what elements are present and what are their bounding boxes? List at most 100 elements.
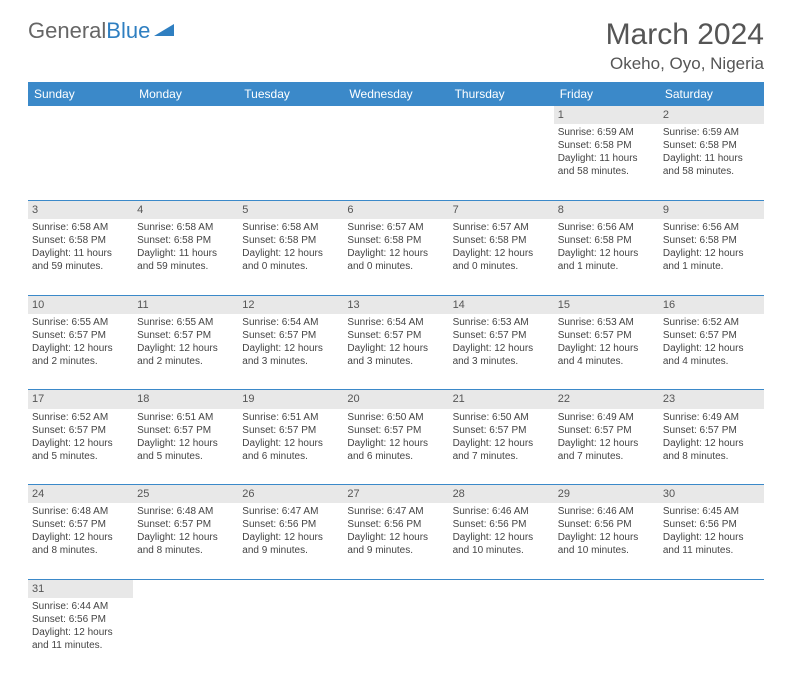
day-number-row: 10111213141516 xyxy=(28,295,764,314)
sunset-line: Sunset: 6:57 PM xyxy=(242,329,339,342)
title-block: March 2024 Okeho, Oyo, Nigeria xyxy=(606,18,764,74)
day-cell: Sunrise: 6:56 AMSunset: 6:58 PMDaylight:… xyxy=(554,219,659,295)
daylight-line: Daylight: 12 hours and 5 minutes. xyxy=(32,437,129,463)
empty-day-cell xyxy=(28,124,133,200)
day-number: 26 xyxy=(238,485,343,504)
sunset-line: Sunset: 6:58 PM xyxy=(347,234,444,247)
sunset-line: Sunset: 6:57 PM xyxy=(347,424,444,437)
sunrise-line: Sunrise: 6:59 AM xyxy=(558,126,655,139)
sunset-line: Sunset: 6:56 PM xyxy=(32,613,129,626)
sunset-line: Sunset: 6:57 PM xyxy=(663,329,760,342)
daylight-line: Daylight: 12 hours and 8 minutes. xyxy=(663,437,760,463)
daylight-line: Daylight: 12 hours and 6 minutes. xyxy=(347,437,444,463)
day-number: 27 xyxy=(343,485,448,504)
month-title: March 2024 xyxy=(606,18,764,52)
sunrise-line: Sunrise: 6:55 AM xyxy=(32,316,129,329)
sunrise-line: Sunrise: 6:53 AM xyxy=(453,316,550,329)
sunset-line: Sunset: 6:57 PM xyxy=(453,329,550,342)
empty-day-number xyxy=(28,106,133,124)
sunrise-line: Sunrise: 6:52 AM xyxy=(32,411,129,424)
sunset-line: Sunset: 6:58 PM xyxy=(663,234,760,247)
day-detail-row: Sunrise: 6:55 AMSunset: 6:57 PMDaylight:… xyxy=(28,314,764,390)
day-number: 7 xyxy=(449,200,554,219)
logo-flag-icon xyxy=(154,22,180,40)
day-cell: Sunrise: 6:58 AMSunset: 6:58 PMDaylight:… xyxy=(28,219,133,295)
day-cell: Sunrise: 6:58 AMSunset: 6:58 PMDaylight:… xyxy=(133,219,238,295)
sunrise-line: Sunrise: 6:54 AM xyxy=(242,316,339,329)
day-cell: Sunrise: 6:53 AMSunset: 6:57 PMDaylight:… xyxy=(449,314,554,390)
day-number: 9 xyxy=(659,200,764,219)
sunset-line: Sunset: 6:57 PM xyxy=(32,424,129,437)
daylight-line: Daylight: 12 hours and 7 minutes. xyxy=(558,437,655,463)
day-cell: Sunrise: 6:47 AMSunset: 6:56 PMDaylight:… xyxy=(238,503,343,579)
empty-day-number xyxy=(133,106,238,124)
daylight-line: Daylight: 12 hours and 4 minutes. xyxy=(663,342,760,368)
sunset-line: Sunset: 6:56 PM xyxy=(453,518,550,531)
daylight-line: Daylight: 11 hours and 58 minutes. xyxy=(558,152,655,178)
day-number: 21 xyxy=(449,390,554,409)
daylight-line: Daylight: 12 hours and 11 minutes. xyxy=(32,626,129,652)
sunrise-line: Sunrise: 6:48 AM xyxy=(32,505,129,518)
daylight-line: Daylight: 12 hours and 11 minutes. xyxy=(663,531,760,557)
daylight-line: Daylight: 12 hours and 8 minutes. xyxy=(32,531,129,557)
daylight-line: Daylight: 11 hours and 58 minutes. xyxy=(663,152,760,178)
day-number: 28 xyxy=(449,485,554,504)
day-number: 13 xyxy=(343,295,448,314)
day-cell: Sunrise: 6:52 AMSunset: 6:57 PMDaylight:… xyxy=(28,409,133,485)
daylight-line: Daylight: 12 hours and 2 minutes. xyxy=(137,342,234,368)
empty-day-number xyxy=(238,579,343,598)
sunset-line: Sunset: 6:56 PM xyxy=(663,518,760,531)
day-detail-row: Sunrise: 6:44 AMSunset: 6:56 PMDaylight:… xyxy=(28,598,764,674)
day-number: 6 xyxy=(343,200,448,219)
daylight-line: Daylight: 12 hours and 7 minutes. xyxy=(453,437,550,463)
day-number-row: 24252627282930 xyxy=(28,485,764,504)
day-number: 11 xyxy=(133,295,238,314)
daylight-line: Daylight: 12 hours and 3 minutes. xyxy=(453,342,550,368)
sunset-line: Sunset: 6:57 PM xyxy=(137,518,234,531)
day-cell: Sunrise: 6:57 AMSunset: 6:58 PMDaylight:… xyxy=(343,219,448,295)
daylight-line: Daylight: 12 hours and 4 minutes. xyxy=(558,342,655,368)
empty-day-cell xyxy=(343,598,448,674)
day-cell: Sunrise: 6:50 AMSunset: 6:57 PMDaylight:… xyxy=(449,409,554,485)
day-number: 22 xyxy=(554,390,659,409)
empty-day-cell xyxy=(133,124,238,200)
sunrise-line: Sunrise: 6:47 AM xyxy=(347,505,444,518)
day-cell: Sunrise: 6:52 AMSunset: 6:57 PMDaylight:… xyxy=(659,314,764,390)
sunrise-line: Sunrise: 6:55 AM xyxy=(137,316,234,329)
daylight-line: Daylight: 12 hours and 0 minutes. xyxy=(347,247,444,273)
day-cell: Sunrise: 6:53 AMSunset: 6:57 PMDaylight:… xyxy=(554,314,659,390)
day-cell: Sunrise: 6:54 AMSunset: 6:57 PMDaylight:… xyxy=(238,314,343,390)
daylight-line: Daylight: 12 hours and 5 minutes. xyxy=(137,437,234,463)
day-number: 1 xyxy=(554,106,659,124)
day-cell: Sunrise: 6:50 AMSunset: 6:57 PMDaylight:… xyxy=(343,409,448,485)
weekday-header: Tuesday xyxy=(238,82,343,106)
daylight-line: Daylight: 12 hours and 9 minutes. xyxy=(242,531,339,557)
day-number: 15 xyxy=(554,295,659,314)
day-cell: Sunrise: 6:51 AMSunset: 6:57 PMDaylight:… xyxy=(133,409,238,485)
sunset-line: Sunset: 6:57 PM xyxy=(453,424,550,437)
day-number: 20 xyxy=(343,390,448,409)
day-number: 17 xyxy=(28,390,133,409)
day-number-row: 12 xyxy=(28,106,764,124)
weekday-header: Friday xyxy=(554,82,659,106)
sunrise-line: Sunrise: 6:49 AM xyxy=(663,411,760,424)
day-number-row: 17181920212223 xyxy=(28,390,764,409)
empty-day-cell xyxy=(343,124,448,200)
sunrise-line: Sunrise: 6:57 AM xyxy=(453,221,550,234)
calendar-body: 12Sunrise: 6:59 AMSunset: 6:58 PMDayligh… xyxy=(28,106,764,674)
sunset-line: Sunset: 6:58 PM xyxy=(32,234,129,247)
daylight-line: Daylight: 12 hours and 2 minutes. xyxy=(32,342,129,368)
day-cell: Sunrise: 6:47 AMSunset: 6:56 PMDaylight:… xyxy=(343,503,448,579)
sunrise-line: Sunrise: 6:50 AM xyxy=(347,411,444,424)
day-detail-row: Sunrise: 6:58 AMSunset: 6:58 PMDaylight:… xyxy=(28,219,764,295)
sunrise-line: Sunrise: 6:44 AM xyxy=(32,600,129,613)
sunset-line: Sunset: 6:57 PM xyxy=(242,424,339,437)
sunrise-line: Sunrise: 6:54 AM xyxy=(347,316,444,329)
sunset-line: Sunset: 6:57 PM xyxy=(32,329,129,342)
day-number-row: 3456789 xyxy=(28,200,764,219)
sunset-line: Sunset: 6:57 PM xyxy=(558,424,655,437)
day-number: 25 xyxy=(133,485,238,504)
sunrise-line: Sunrise: 6:46 AM xyxy=(558,505,655,518)
logo-text-blue: Blue xyxy=(106,18,150,44)
sunset-line: Sunset: 6:58 PM xyxy=(453,234,550,247)
